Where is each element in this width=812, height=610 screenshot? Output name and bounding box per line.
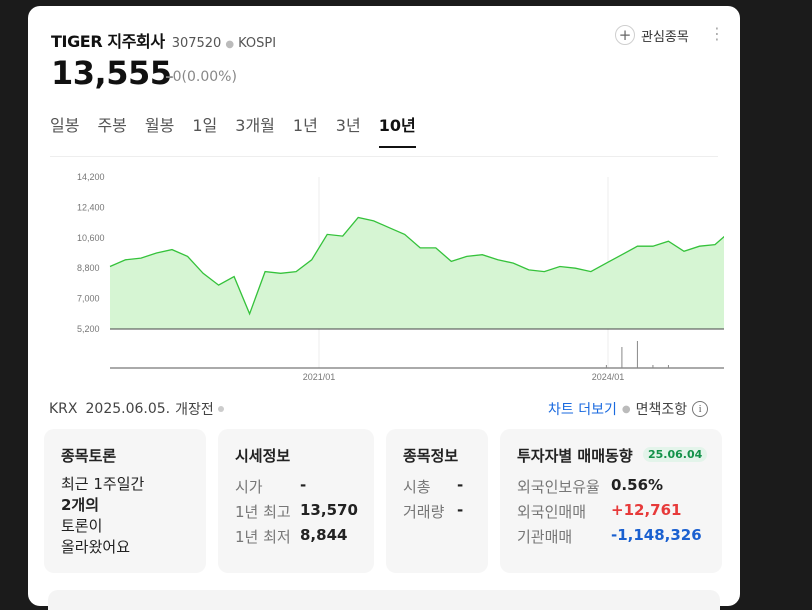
- period-tabs: 일봉 주봉 월봉 1일 3개월 1년 3년 10년: [50, 112, 434, 148]
- quote-label: 1년 최저: [235, 528, 291, 546]
- info-icon[interactable]: i: [692, 401, 709, 417]
- discussion-card[interactable]: 종목토론 최근 1주일간 2개의 토론이 올라왔어요: [44, 429, 206, 573]
- quote-label: 1년 최고: [235, 503, 291, 521]
- y-tick-label: 10,600: [77, 233, 105, 243]
- discussion-line: 최근 1주일간: [61, 475, 145, 493]
- investor-label: 기관매매: [517, 528, 573, 546]
- separator-dot: ●: [621, 403, 631, 415]
- stockinfo-row-volume: 거래량 -: [403, 501, 463, 522]
- plus-icon: +: [615, 25, 635, 45]
- market-meta: KRX 2025.06.05. 개장전: [49, 399, 224, 419]
- price-change: ━0(0.00%): [166, 69, 237, 85]
- stock-title: TIGER 지주회사 307520 ● KOSPI: [51, 28, 276, 52]
- tab-divider: [50, 156, 718, 157]
- stock-name[interactable]: TIGER 지주회사: [51, 32, 165, 51]
- investor-card[interactable]: 투자자별 매매동향 25.06.04 외국인보유율 0.56% 외국인매매 +1…: [500, 429, 722, 573]
- quote-label: 시가: [235, 478, 263, 496]
- add-favorite-button[interactable]: + 관심종목: [615, 25, 689, 45]
- stockinfo-card[interactable]: 종목정보 시총 - 거래량 -: [386, 429, 488, 573]
- current-price: 13,555: [51, 54, 172, 92]
- quote-row-low: 1년 최저 8,844: [235, 526, 347, 547]
- stockinfo-value: -: [457, 476, 464, 494]
- stock-code: 307520: [171, 36, 222, 51]
- price-chart[interactable]: 14,200 12,400 10,600 8,800 7,000 5,200 2021/01…: [74, 166, 724, 382]
- separator-dot: ●: [225, 39, 235, 50]
- quote-value: -: [300, 476, 307, 494]
- tab-10year[interactable]: 10년: [378, 112, 416, 148]
- y-tick-label: 8,800: [77, 263, 100, 273]
- chart-links: 차트 더보기 ● 면책조항 i: [548, 399, 709, 419]
- quote-value: 8,844: [300, 526, 348, 544]
- tab-daily[interactable]: 일봉: [50, 116, 80, 135]
- investor-row-foreign-trade: 외국인매매 +12,761: [517, 501, 681, 522]
- stock-market: KOSPI: [238, 36, 277, 51]
- quote-value: 13,570: [300, 501, 358, 519]
- investor-value: -1,148,326: [611, 526, 702, 544]
- tab-monthly[interactable]: 월봉: [144, 116, 175, 135]
- stockinfo-title: 종목정보: [403, 447, 459, 465]
- favorite-label: 관심종목: [641, 29, 689, 45]
- more-vertical-icon[interactable]: ⋮: [709, 24, 725, 43]
- exchange: KRX: [49, 401, 78, 417]
- quote-date: 2025.06.05.: [85, 401, 171, 417]
- market-status: 개장전: [175, 402, 214, 418]
- tab-weekly[interactable]: 주봉: [97, 116, 127, 135]
- discussion-summary: 최근 1주일간 2개의 토론이 올라왔어요: [61, 474, 144, 558]
- investor-value: 0.56%: [611, 476, 664, 494]
- discussion-title: 종목토론: [61, 447, 117, 465]
- investor-value: +12,761: [611, 501, 682, 519]
- investor-row-institution: 기관매매 -1,148,326: [517, 526, 702, 547]
- investor-label: 외국인매매: [517, 503, 587, 521]
- tab-3month[interactable]: 3개월: [235, 116, 275, 135]
- chart-more-link[interactable]: 차트 더보기: [548, 402, 617, 418]
- change-rate: (0.00%): [181, 69, 237, 85]
- status-dot-icon: [217, 406, 224, 412]
- discussion-line: 토론이: [61, 517, 103, 535]
- price-area: [110, 217, 724, 329]
- stock-card: TIGER 지주회사 307520 ● KOSPI + 관심종목 ⋮ 13,55…: [28, 6, 740, 610]
- price-line: [109, 216, 724, 316]
- quote-row-high: 1년 최고 13,570: [235, 501, 358, 522]
- investor-title: 투자자별 매매동향: [517, 447, 633, 465]
- investor-date-badge: 25.06.04: [643, 447, 708, 462]
- x-tick-label: 2024/01: [592, 372, 625, 382]
- flat-icon: ━: [166, 71, 173, 84]
- x-tick-label: 2021/01: [303, 372, 336, 382]
- disclaimer-link[interactable]: 면책조항: [635, 402, 688, 418]
- stockinfo-row-cap: 시총 -: [403, 476, 463, 497]
- quote-title: 시세정보: [235, 447, 291, 465]
- quote-row-open: 시가 -: [235, 476, 306, 497]
- tab-3year[interactable]: 3년: [335, 116, 361, 135]
- stockinfo-value: -: [457, 501, 464, 519]
- discussion-line: 올라왔어요: [61, 538, 131, 556]
- quote-card[interactable]: 시세정보 시가 - 1년 최고 13,570 1년 최저 8,844: [218, 429, 374, 573]
- next-section-edge: [48, 590, 720, 610]
- stockinfo-label: 시총: [403, 478, 431, 496]
- y-tick-label: 5,200: [77, 324, 100, 334]
- stockinfo-label: 거래량: [403, 503, 445, 521]
- tab-1day[interactable]: 1일: [192, 116, 218, 135]
- y-tick-label: 12,400: [77, 202, 105, 212]
- discussion-line: 2개의: [61, 496, 100, 514]
- y-tick-label: 7,000: [77, 294, 100, 304]
- investor-label: 외국인보유율: [517, 478, 600, 496]
- y-tick-label: 14,200: [77, 172, 105, 182]
- investor-row-foreign-ratio: 외국인보유율 0.56%: [517, 476, 663, 497]
- change-value: 0: [172, 69, 182, 85]
- tab-1year[interactable]: 1년: [292, 116, 318, 135]
